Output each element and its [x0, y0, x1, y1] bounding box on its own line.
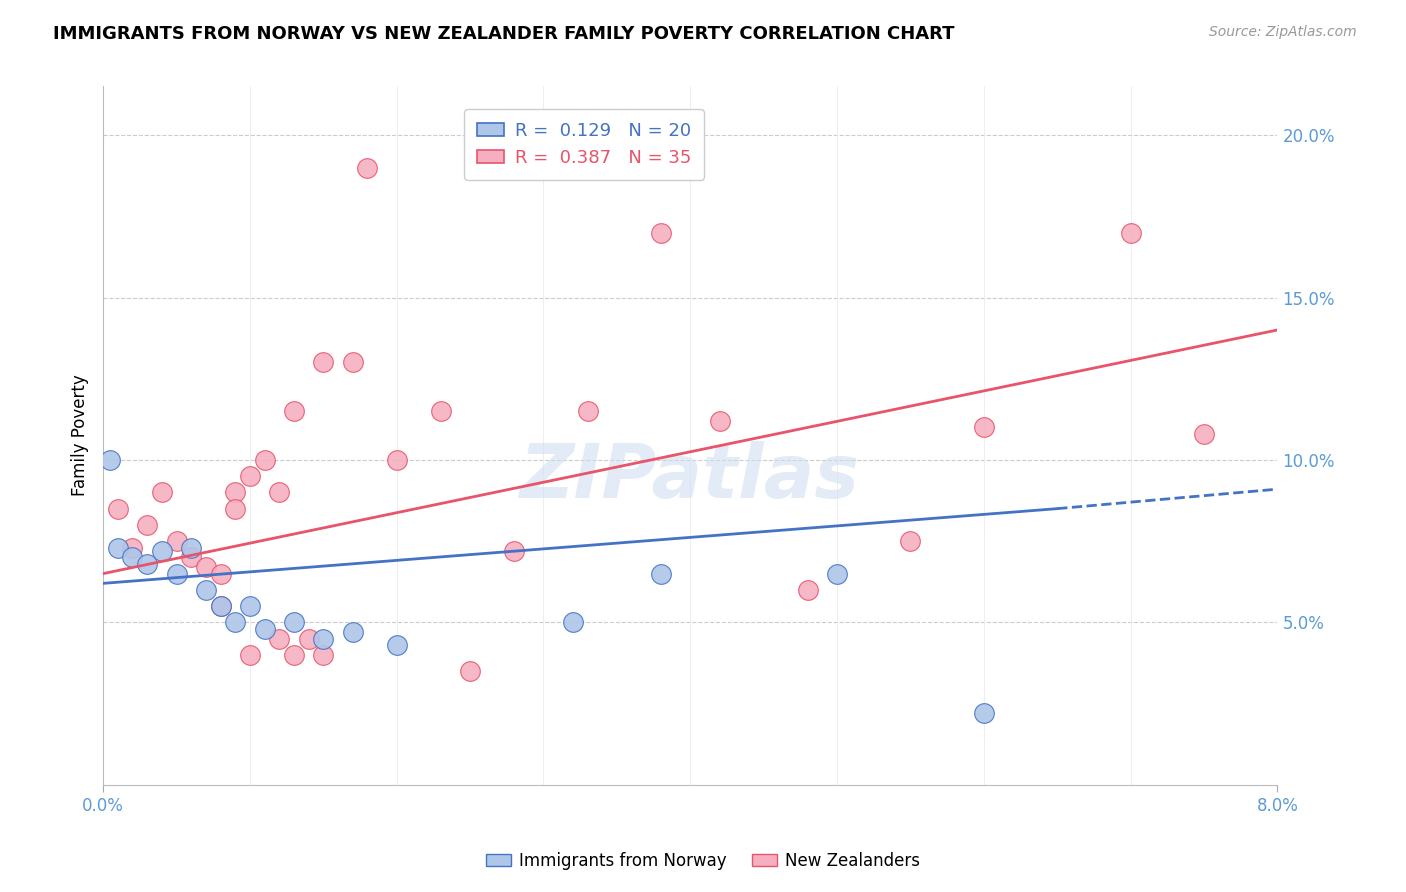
Point	[107, 541, 129, 555]
Point	[298, 632, 321, 646]
Point	[973, 706, 995, 721]
Point	[973, 420, 995, 434]
Text: IMMIGRANTS FROM NORWAY VS NEW ZEALANDER FAMILY POVERTY CORRELATION CHART: IMMIGRANTS FROM NORWAY VS NEW ZEALANDER …	[53, 25, 955, 43]
Point	[283, 648, 305, 662]
Point	[253, 622, 276, 636]
Point	[209, 599, 232, 613]
Point	[458, 664, 481, 678]
Point	[136, 557, 159, 571]
Point	[166, 566, 188, 581]
Point	[796, 582, 818, 597]
Point	[239, 599, 262, 613]
Point	[150, 544, 173, 558]
Point	[283, 404, 305, 418]
Point	[100, 453, 122, 467]
Point	[385, 638, 408, 652]
Point	[224, 485, 246, 500]
Point	[194, 560, 217, 574]
Point	[224, 615, 246, 630]
Point	[180, 550, 202, 565]
Point	[150, 485, 173, 500]
Text: ZIPatlas: ZIPatlas	[520, 441, 860, 514]
Point	[253, 453, 276, 467]
Point	[825, 566, 848, 581]
Point	[269, 632, 291, 646]
Point	[429, 404, 451, 418]
Legend: R =  0.129   N = 20, R =  0.387   N = 35: R = 0.129 N = 20, R = 0.387 N = 35	[464, 110, 704, 179]
Point	[503, 544, 526, 558]
Point	[342, 355, 364, 369]
Y-axis label: Family Poverty: Family Poverty	[72, 375, 89, 497]
Point	[900, 534, 922, 549]
Point	[342, 625, 364, 640]
Point	[239, 469, 262, 483]
Point	[269, 485, 291, 500]
Point	[121, 541, 143, 555]
Text: Source: ZipAtlas.com: Source: ZipAtlas.com	[1209, 25, 1357, 39]
Point	[356, 161, 378, 175]
Point	[709, 414, 731, 428]
Point	[121, 550, 143, 565]
Point	[312, 632, 335, 646]
Point	[180, 541, 202, 555]
Point	[224, 501, 246, 516]
Point	[312, 355, 335, 369]
Point	[209, 599, 232, 613]
Point	[385, 453, 408, 467]
Point	[239, 648, 262, 662]
Point	[650, 566, 672, 581]
Point	[312, 648, 335, 662]
Point	[283, 615, 305, 630]
Point	[194, 582, 217, 597]
Point	[166, 534, 188, 549]
Point	[1119, 226, 1142, 240]
Point	[561, 615, 583, 630]
Point	[107, 501, 129, 516]
Point	[136, 517, 159, 532]
Point	[650, 226, 672, 240]
Point	[576, 404, 599, 418]
Point	[209, 566, 232, 581]
Point	[1192, 426, 1215, 441]
Legend: Immigrants from Norway, New Zealanders: Immigrants from Norway, New Zealanders	[479, 846, 927, 877]
